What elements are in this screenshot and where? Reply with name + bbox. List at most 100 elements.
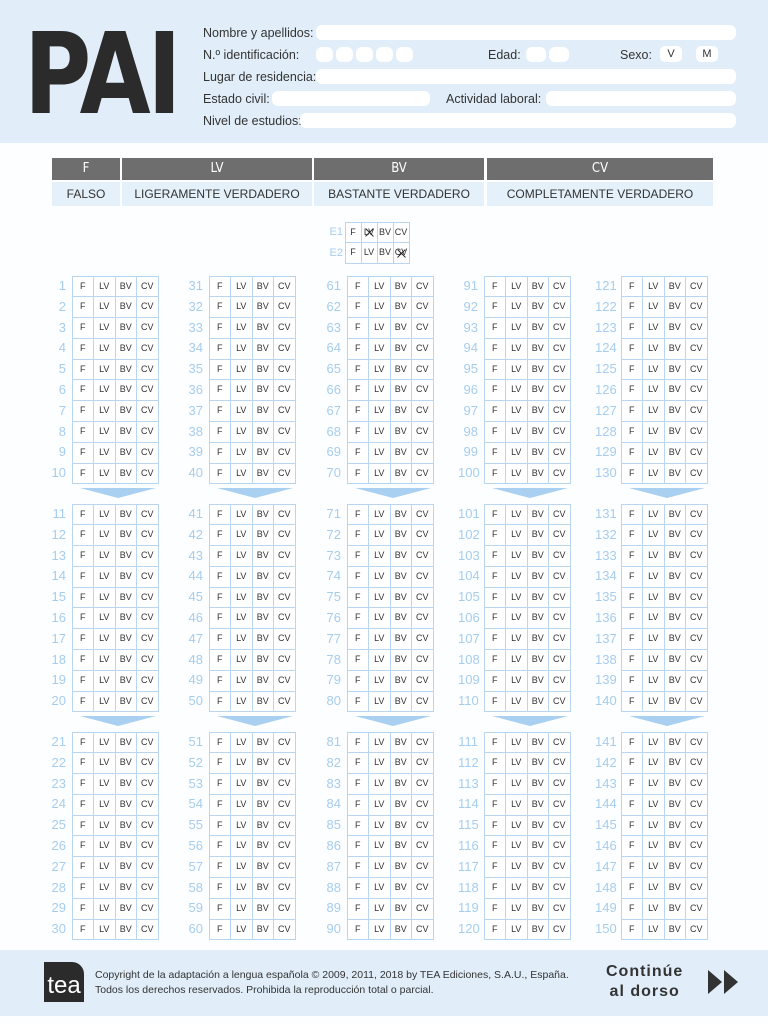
option-lv[interactable]: LV [230,731,253,754]
option-cv[interactable]: CV [548,918,571,941]
option-bv[interactable]: BV [114,877,137,899]
option-bv[interactable]: BV [389,752,412,775]
option-lv[interactable]: LV [368,669,391,692]
option-f[interactable]: F [346,773,369,795]
option-f[interactable]: F [620,897,643,920]
option-lv[interactable]: LV [93,731,116,754]
option-lv[interactable]: LV [505,649,528,671]
option-lv[interactable]: LV [230,565,253,588]
option-bv[interactable]: BV [389,275,412,298]
option-bv[interactable]: BV [114,918,137,941]
option-lv[interactable]: LV [368,856,391,879]
option-cv[interactable]: CV [548,441,571,464]
option-cv[interactable]: CV [273,545,296,567]
option-bv[interactable]: BV [251,628,274,651]
option-lv[interactable]: LV [505,503,528,526]
option-f[interactable]: F [208,918,231,941]
option-f[interactable]: F [71,690,94,713]
option-lv[interactable]: LV [505,897,528,920]
option-bv[interactable]: BV [251,856,274,879]
option-f[interactable]: F [71,421,94,443]
option-bv[interactable]: BV [663,649,686,671]
option-cv[interactable]: CV [685,275,708,298]
option-cv[interactable]: CV [685,565,708,588]
option-cv[interactable]: CV [136,607,159,630]
option-bv[interactable]: BV [663,545,686,567]
option-f[interactable]: F [71,441,94,464]
option-lv[interactable]: LV [505,441,528,464]
option-bv[interactable]: BV [251,731,274,754]
option-cv[interactable]: CV [685,669,708,692]
option-cv[interactable]: CV [685,586,708,609]
option-f[interactable]: F [483,545,506,567]
option-f[interactable]: F [620,400,643,423]
option-f[interactable]: F [620,649,643,671]
option-lv[interactable]: LV [93,628,116,651]
option-bv[interactable]: BV [114,669,137,692]
option-cv[interactable]: CV [548,877,571,899]
option-cv[interactable]: CV [411,856,434,879]
option-f[interactable]: F [620,814,643,837]
option-bv[interactable]: BV [114,441,137,464]
option-f[interactable]: F [620,877,643,899]
option-cv[interactable]: CV [411,586,434,609]
option-f[interactable]: F [483,628,506,651]
option-cv[interactable]: CV [548,690,571,713]
option-bv[interactable]: BV [114,462,137,485]
option-f[interactable]: F [208,793,231,816]
option-cv[interactable]: CV [136,814,159,837]
option-bv[interactable]: BV [251,918,274,941]
option-bv[interactable]: BV [114,897,137,920]
option-f[interactable]: F [346,628,369,651]
option-cv[interactable]: CV [548,669,571,692]
option-lv[interactable]: LV [368,503,391,526]
option-cv[interactable]: CV [136,793,159,816]
option-lv[interactable]: LV [368,814,391,837]
option-bv[interactable]: BV [526,441,549,464]
option-lv[interactable]: LV [642,669,665,692]
option-bv[interactable]: BV [251,565,274,588]
option-cv[interactable]: CV [411,690,434,713]
option-bv[interactable]: BV [663,275,686,298]
option-cv[interactable]: CV [273,773,296,795]
option-lv[interactable]: LV [368,400,391,423]
option-f[interactable]: F [483,793,506,816]
option-cv[interactable]: CV [548,586,571,609]
option-cv[interactable]: CV [273,421,296,443]
option-lv[interactable]: LV [93,897,116,920]
option-f[interactable]: F [346,358,369,381]
option-bv[interactable]: BV [526,358,549,381]
option-f[interactable]: F [483,337,506,360]
option-bv[interactable]: BV [114,524,137,547]
option-f[interactable]: F [620,918,643,941]
option-bv[interactable]: BV [663,835,686,858]
option-cv[interactable]: CV [273,400,296,423]
option-lv[interactable]: LV [93,545,116,567]
option-f[interactable]: F [483,607,506,630]
option-cv[interactable]: CV [136,586,159,609]
option-bv[interactable]: BV [389,814,412,837]
option-cv[interactable]: CV [411,628,434,651]
option-cv[interactable]: CV [273,462,296,485]
option-f[interactable]: F [71,275,94,298]
option-bv[interactable]: BV [251,897,274,920]
option-bv[interactable]: BV [251,524,274,547]
option-lv[interactable]: LV [93,690,116,713]
option-lv[interactable]: LV [642,358,665,381]
option-cv[interactable]: CV [685,731,708,754]
option-cv[interactable]: CV [685,814,708,837]
option-lv[interactable]: LV [230,586,253,609]
option-bv[interactable]: BV [389,897,412,920]
id-field-4[interactable] [376,47,393,62]
option-cv[interactable]: CV [685,462,708,485]
option-bv[interactable]: BV [114,503,137,526]
option-bv[interactable]: BV [526,503,549,526]
option-f[interactable]: F [620,358,643,381]
option-cv[interactable]: CV [273,814,296,837]
option-cv[interactable]: CV [548,793,571,816]
option-lv[interactable]: LV [230,379,253,402]
option-f[interactable]: F [620,337,643,360]
option-bv[interactable]: BV [526,317,549,339]
option-f[interactable]: F [483,296,506,319]
option-bv[interactable]: BV [251,400,274,423]
